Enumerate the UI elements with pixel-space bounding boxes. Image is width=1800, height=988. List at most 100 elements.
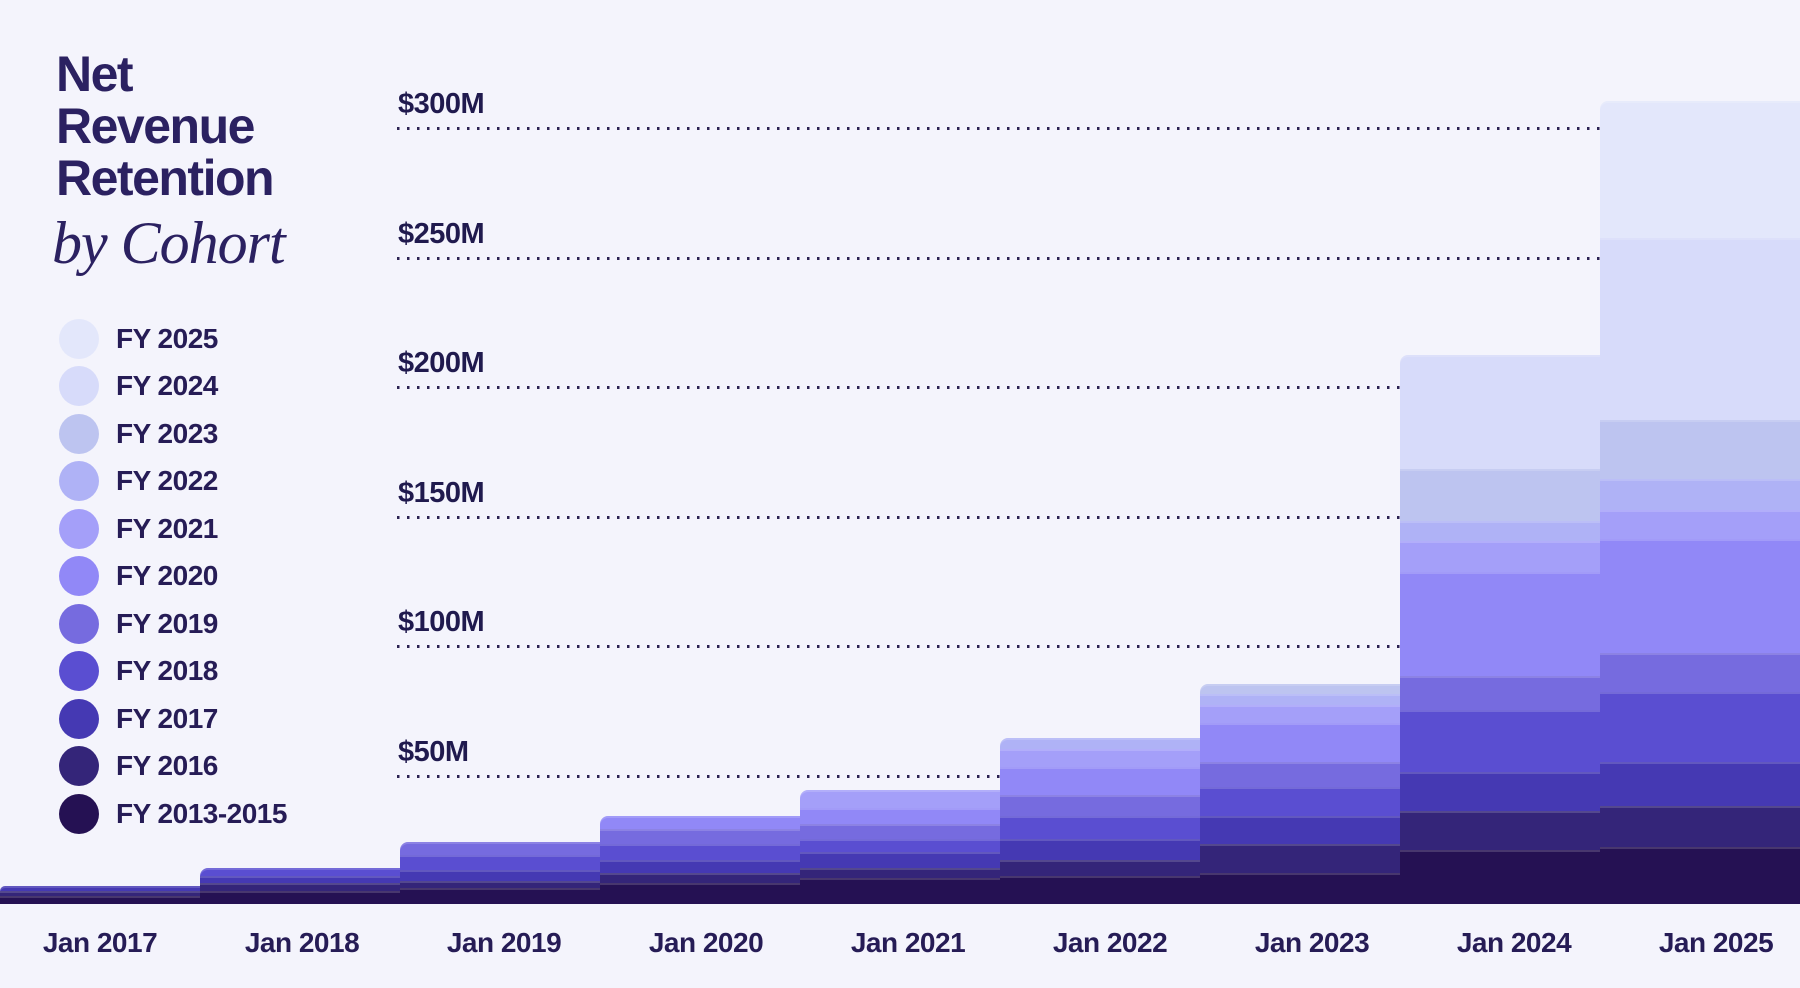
page-subtitle: by Cohort — [52, 210, 286, 276]
cohort-band-fy-2017-jan-2021 — [800, 852, 1001, 868]
gridline-250m — [397, 256, 1800, 260]
x-axis-label-jan-2022: Jan 2022 — [1052, 927, 1168, 958]
x-axis-label-jan-2017: Jan 2017 — [42, 927, 158, 958]
legend-label: FY 2024 — [116, 370, 218, 402]
cohort-band-fy-2016-jan-2019 — [400, 880, 601, 889]
cohort-band-fy-2021-jan-2024 — [1400, 541, 1601, 573]
cohort-band-fy-2018-jan-2020 — [600, 844, 801, 860]
cohort-band-fy-2016-jan-2024 — [1400, 810, 1601, 850]
gridline-150m — [397, 515, 1800, 519]
cohort-band-fy-2013-2015-jan-2018 — [200, 891, 401, 904]
gridline-300m — [397, 127, 1800, 130]
legend-item-fy-2017: FY 2017 — [59, 695, 287, 743]
cohort-band-fy-2022-jan-2023 — [1200, 694, 1401, 705]
cohort-band-fy-2023-jan-2025 — [1600, 419, 1800, 480]
y-axis-label-300m: $300M — [398, 88, 485, 120]
cohort-band-fy-2023-jan-2023 — [1200, 683, 1401, 695]
legend-label: FY 2025 — [116, 322, 218, 354]
cohort-band-fy-2020-jan-2025 — [1600, 538, 1800, 653]
legend-item-fy-2019: FY 2019 — [59, 600, 287, 648]
legend-item-fy-2024: FY 2024 — [59, 363, 287, 411]
legend-label: FY 2022 — [116, 465, 218, 497]
cohort-band-fy-2018-jan-2018 — [200, 867, 401, 876]
page-title-line-3: Retention — [56, 150, 275, 206]
legend-swatch-icon — [59, 366, 99, 407]
legend-label: FY 2013-2015 — [116, 797, 287, 829]
legend-item-fy-2022: FY 2022 — [59, 458, 287, 506]
cohort-band-fy-2022-jan-2024 — [1400, 520, 1601, 542]
cohort-band-fy-2022-jan-2022 — [1000, 738, 1201, 749]
legend-item-fy-2023: FY 2023 — [59, 410, 287, 458]
cohort-band-fy-2017-jan-2024 — [1400, 771, 1601, 811]
legend-swatch-icon — [59, 461, 99, 502]
cohort-band-fy-2025-jan-2025 — [1600, 101, 1800, 239]
legend-label: FY 2018 — [116, 655, 218, 687]
x-axis-label-jan-2023: Jan 2023 — [1254, 927, 1370, 958]
cohort-band-fy-2019-jan-2021 — [800, 823, 1001, 840]
cohort-band-fy-2017-jan-2025 — [1600, 761, 1800, 806]
page-title-line-2: Revenue — [56, 98, 255, 154]
cohort-band-fy-2018-jan-2025 — [1600, 691, 1800, 762]
legend-swatch-icon — [59, 508, 99, 549]
legend-swatch-icon — [59, 413, 99, 454]
cohort-band-fy-2016-jan-2022 — [1000, 859, 1201, 876]
legend-label: FY 2016 — [116, 750, 218, 782]
cohort-legend: FY 2025 FY 2024 FY 2023 FY 2022 FY 2021 FY 20… — [59, 315, 287, 838]
cohort-band-fy-2021-jan-2023 — [1200, 704, 1401, 723]
cohort-band-fy-2020-jan-2023 — [1200, 722, 1401, 762]
cohort-band-fy-2020-jan-2020 — [600, 815, 801, 829]
x-axis-label-jan-2019: Jan 2019 — [446, 927, 562, 958]
legend-item-fy-2013-2015: FY 2013-2015 — [59, 790, 287, 838]
cohort-band-fy-2018-jan-2024 — [1400, 709, 1601, 772]
cohort-band-fy-2019-jan-2020 — [600, 828, 801, 845]
y-axis-label-250m: $250M — [398, 217, 485, 250]
cohort-band-fy-2013-2015-jan-2019 — [400, 888, 601, 904]
legend-item-fy-2021: FY 2021 — [59, 505, 287, 553]
legend-swatch-icon — [59, 603, 99, 644]
chart-header: Net Revenue Retention by Cohort — [52, 46, 286, 274]
legend-label: FY 2021 — [116, 512, 218, 544]
gridline-200m — [397, 386, 1800, 389]
legend-swatch-icon — [59, 698, 99, 739]
legend-swatch-icon — [59, 793, 99, 834]
cohort-band-fy-2013-2015-jan-2023 — [1200, 872, 1401, 904]
cohort-band-fy-2019-jan-2024 — [1400, 676, 1601, 710]
cohort-band-fy-2018-jan-2023 — [1200, 787, 1401, 816]
x-axis-label-jan-2025: Jan 2025 — [1658, 927, 1774, 958]
legend-label: FY 2023 — [116, 417, 218, 449]
x-axis-label-jan-2018: Jan 2018 — [244, 927, 360, 958]
cohort-band-fy-2018-jan-2022 — [1000, 815, 1201, 840]
cohort-band-fy-2019-jan-2019 — [400, 841, 601, 855]
y-axis-label-150m: $150M — [398, 476, 485, 509]
legend-item-fy-2025: FY 2025 — [59, 315, 287, 363]
y-axis-label-50m: $50M — [398, 735, 469, 768]
legend-item-fy-2018: FY 2018 — [59, 648, 287, 696]
cohort-band-fy-2016-jan-2023 — [1200, 844, 1401, 873]
x-axis-label-jan-2024: Jan 2024 — [1456, 927, 1572, 958]
cohort-band-fy-2016-jan-2025 — [1600, 805, 1800, 848]
cohort-band-fy-2022-jan-2025 — [1600, 479, 1800, 511]
cohort-band-fy-2013-2015-jan-2020 — [600, 883, 801, 904]
cohort-band-fy-2024-jan-2024 — [1400, 354, 1601, 469]
cohort-band-fy-2013-2015-jan-2025 — [1600, 847, 1800, 904]
cohort-band-fy-2013-2015-jan-2021 — [800, 878, 1001, 904]
cohort-band-fy-2021-jan-2021 — [800, 790, 1001, 809]
y-axis-label-200m: $200M — [398, 347, 485, 379]
cohort-band-fy-2013-2015-jan-2024 — [1400, 849, 1601, 904]
cohort-band-fy-2017-jan-2020 — [600, 859, 801, 873]
legend-swatch-icon — [59, 318, 99, 359]
cohort-band-fy-2021-jan-2025 — [1600, 510, 1800, 539]
x-axis-label-jan-2021: Jan 2021 — [850, 927, 966, 958]
legend-swatch-icon — [59, 651, 99, 692]
cohort-band-fy-2019-jan-2023 — [1200, 761, 1401, 788]
cohort-band-fy-2017-jan-2018 — [200, 875, 401, 884]
cohort-band-fy-2013-2015-jan-2022 — [1000, 875, 1201, 904]
legend-label: FY 2020 — [116, 560, 218, 592]
cohort-band-fy-2017-jan-2022 — [1000, 839, 1201, 860]
cohort-band-fy-2016-jan-2020 — [600, 872, 801, 884]
cohort-band-fy-2018-jan-2021 — [800, 839, 1001, 853]
cohort-band-fy-2017-jan-2017 — [0, 885, 201, 892]
page-title-line-1: Net — [56, 46, 134, 102]
legend-swatch-icon — [59, 746, 99, 787]
